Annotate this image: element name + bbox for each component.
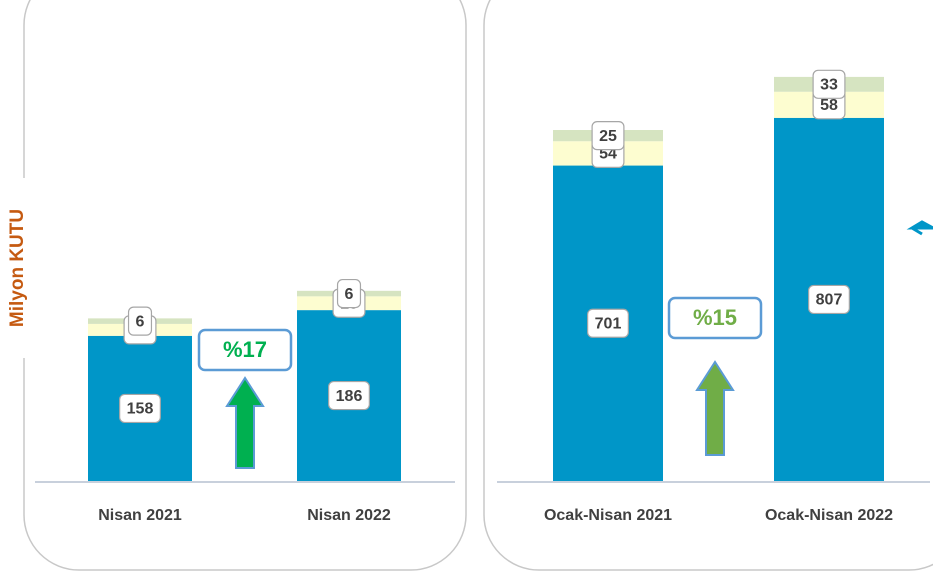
value-label: 6 [345,286,354,303]
value-label: 186 [336,388,363,405]
value-label-box [808,284,850,315]
side-arrow [906,220,933,236]
value-label-box [591,121,625,151]
value-label: 807 [816,292,843,309]
growth-arrow [225,376,265,469]
y-label-bg [6,178,30,358]
growth-label: %17 [223,337,267,362]
value-label: 25 [599,128,617,145]
value-label-box [127,306,153,336]
value-label-box [336,278,362,309]
value-label-box [328,380,370,411]
value-label: 58 [820,97,838,114]
value-label: 6 [136,313,145,330]
value-label-box [587,308,629,338]
growth-box [197,328,293,372]
y-axis-label: Milyon KUTU [7,209,28,327]
value-label: 33 [820,77,838,94]
x-tick-label: Ocak-Nisan 2021 [544,507,672,524]
value-label-box [119,393,161,424]
growth-arrow [695,360,735,456]
value-label-box [812,69,846,99]
growth-label: %15 [693,305,737,330]
x-tick-label: Nisan 2021 [98,507,182,524]
value-label: 158 [127,401,154,418]
x-tick-label: Nisan 2022 [307,507,391,524]
x-tick-label: Ocak-Nisan 2022 [765,507,893,524]
left-panel [23,0,467,571]
value-label: 701 [595,315,622,332]
growth-box [667,296,763,340]
